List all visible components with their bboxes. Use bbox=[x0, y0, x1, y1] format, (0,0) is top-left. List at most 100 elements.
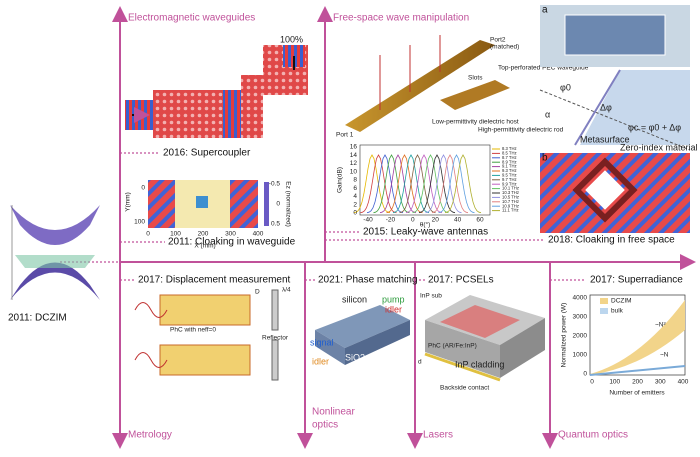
annotation: High-permittivity dielectric rod bbox=[478, 127, 564, 134]
metasurface-line bbox=[574, 69, 621, 146]
annotation: InP cladding bbox=[455, 359, 504, 369]
illustration-part bbox=[159, 294, 251, 326]
branch-label: optics bbox=[312, 420, 338, 431]
legend-label: 10.7 THz bbox=[502, 199, 519, 204]
gain-curve bbox=[412, 154, 449, 214]
illustration-part bbox=[134, 352, 168, 368]
tick-label: 3000 bbox=[573, 314, 588, 321]
axis-label: θ(°) bbox=[420, 221, 431, 229]
displacement-setup bbox=[134, 289, 279, 381]
axis-label: Gain(dB) bbox=[337, 167, 344, 193]
legend-label: 9.3 THz bbox=[502, 168, 517, 173]
milestone-label: 2017: PCSELs bbox=[428, 275, 494, 286]
cloak-shell bbox=[572, 157, 638, 223]
tick-label: 40 bbox=[454, 217, 462, 224]
panel-label: a bbox=[542, 5, 548, 16]
illustration-part bbox=[440, 80, 510, 110]
zim-region bbox=[580, 70, 690, 145]
tick-label: 1000 bbox=[573, 352, 588, 359]
branch-label: Quantum optics bbox=[558, 430, 628, 441]
illustration-part bbox=[345, 320, 410, 365]
dczim-band bbox=[590, 300, 685, 375]
tick-label: 0 bbox=[146, 231, 150, 238]
illustration-part bbox=[345, 40, 495, 132]
pcsel-device bbox=[424, 295, 545, 382]
tick-label: 400 bbox=[678, 379, 689, 386]
illustration-part bbox=[134, 302, 168, 318]
tick-label: 300 bbox=[225, 231, 236, 238]
annotation: SiO2 bbox=[345, 352, 365, 362]
annotation: α bbox=[545, 109, 550, 119]
plot-frame bbox=[359, 144, 491, 216]
metasurface-photo bbox=[564, 14, 666, 56]
axis-label: Number of emitters bbox=[609, 390, 665, 397]
tick-label: 300 bbox=[655, 379, 666, 386]
gain-curve bbox=[386, 154, 423, 214]
gain-curve bbox=[418, 154, 456, 214]
legend-label: 10.9 THz bbox=[502, 203, 519, 208]
annotation: Zero-index material bbox=[620, 142, 698, 152]
annotation: d bbox=[418, 359, 422, 366]
milestone-label: 2016: Supercoupler bbox=[163, 148, 251, 159]
tick-label: 10 bbox=[350, 168, 358, 175]
legend-label: 10.3 THz bbox=[502, 190, 519, 195]
annotation: ~N bbox=[660, 352, 669, 359]
tick-label: 0 bbox=[276, 201, 280, 208]
tick-label: 14 bbox=[350, 152, 358, 159]
legend-label: 9.9 THz bbox=[502, 181, 517, 186]
legend-label: bulk bbox=[611, 308, 624, 315]
gain-curve bbox=[373, 154, 410, 214]
gain-curve bbox=[353, 154, 391, 214]
tick-label: 200 bbox=[632, 379, 643, 386]
branch-label: Free-space wave manipulation bbox=[333, 13, 469, 24]
illustration-part bbox=[440, 305, 520, 338]
branch-label: Metrology bbox=[128, 430, 172, 441]
gain-curve bbox=[405, 154, 443, 214]
colorbar bbox=[264, 182, 269, 226]
cloaked-object bbox=[585, 170, 625, 210]
tick-label: 0 bbox=[590, 379, 594, 386]
ray bbox=[539, 89, 691, 151]
tick-label: -40 bbox=[363, 217, 373, 224]
tick-label: 4 bbox=[353, 193, 357, 200]
annotation: Slots bbox=[468, 75, 483, 82]
axis-label: Y(mm) bbox=[125, 192, 132, 212]
tick-label: 0.5 bbox=[271, 221, 280, 228]
gain-curve bbox=[425, 154, 462, 214]
illustration-part bbox=[315, 305, 410, 348]
tick-label: 0 bbox=[141, 185, 145, 192]
illustration-part bbox=[223, 90, 241, 138]
tick-label: 0 bbox=[353, 210, 357, 217]
illustration-part bbox=[153, 90, 223, 138]
annotation: 100% bbox=[280, 34, 303, 44]
annotation: ~N² bbox=[655, 322, 666, 329]
supercoupler-waveguide bbox=[125, 45, 308, 138]
tick-label: 16 bbox=[350, 144, 358, 151]
illustration-part bbox=[315, 330, 345, 365]
legend-label: 11.1 THz bbox=[502, 208, 519, 213]
illustration-part bbox=[15, 255, 95, 268]
milestone-label: 2015: Leaky-wave antennas bbox=[363, 227, 488, 238]
tick-label: 60 bbox=[476, 217, 484, 224]
annotation: idler bbox=[385, 304, 402, 314]
annotation: InP sub bbox=[420, 293, 442, 300]
panel-label: b bbox=[542, 153, 548, 164]
tick-label: 0 bbox=[411, 217, 415, 224]
legend-label: 8.3 THz bbox=[502, 146, 517, 151]
antenna bbox=[345, 35, 510, 132]
legend-label: 10.1 THz bbox=[502, 186, 519, 191]
tick-label: 100 bbox=[134, 219, 145, 226]
legend-swatch bbox=[600, 298, 608, 304]
branch-label: Electromagnetic waveguides bbox=[128, 13, 255, 24]
annotation: Δφ bbox=[600, 102, 612, 112]
illustration-part bbox=[271, 289, 279, 331]
bulk-line bbox=[589, 365, 686, 376]
tick-label: 2000 bbox=[573, 333, 588, 340]
annotation: Metasurface bbox=[580, 134, 630, 144]
illustration-part bbox=[424, 352, 501, 382]
gain-curve bbox=[360, 154, 397, 214]
illustration-part bbox=[241, 75, 263, 138]
tick-label: 20 bbox=[432, 217, 440, 224]
annotation: Port 1 bbox=[336, 132, 354, 139]
legend-label: 8.9 THz bbox=[502, 159, 517, 164]
